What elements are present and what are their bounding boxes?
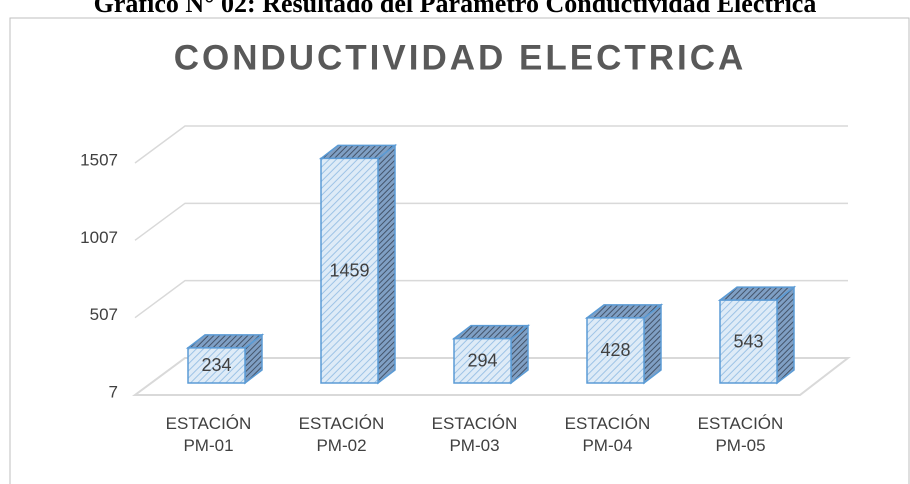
x-tick-label: ESTACIÓN PM-01 (165, 414, 252, 455)
bar-front (187, 347, 246, 384)
chart-border (9, 17, 910, 484)
grid-line (134, 125, 848, 164)
data-label: 428 (600, 340, 630, 360)
data-label: 1459 (329, 260, 369, 280)
data-label: 543 (733, 331, 763, 351)
bar-front (586, 317, 645, 384)
bar (717, 285, 797, 385)
data-label: 294 (467, 351, 497, 371)
bar-front (320, 157, 379, 384)
y-tick-label: 1007 (80, 228, 118, 247)
bar (584, 303, 664, 385)
x-tick-label: ESTACIÓN PM-05 (697, 414, 784, 455)
chart-title: CONDUCTIVIDAD ELECTRICA (174, 38, 747, 77)
bar-side (776, 285, 795, 385)
bar-front (719, 299, 778, 384)
bar-side (377, 143, 396, 385)
y-tick-label: 7 (109, 382, 118, 401)
y-tick-label: 1507 (80, 150, 118, 169)
bar-front (453, 337, 512, 384)
bar (185, 333, 265, 385)
floor (131, 357, 851, 396)
x-tick-label: ESTACIÓN PM-04 (564, 414, 651, 455)
bar (451, 324, 531, 385)
grid-line (134, 202, 848, 241)
caption: Gráfico N° 02: Resultado del Parámetro C… (94, 0, 817, 18)
bar (318, 143, 398, 385)
data-label: 234 (201, 355, 231, 375)
x-tick-label: ESTACIÓN PM-03 (431, 414, 518, 455)
y-tick-label: 507 (90, 305, 118, 324)
grid-line (134, 279, 848, 319)
x-tick-label: ESTACIÓN PM-02 (298, 414, 385, 455)
